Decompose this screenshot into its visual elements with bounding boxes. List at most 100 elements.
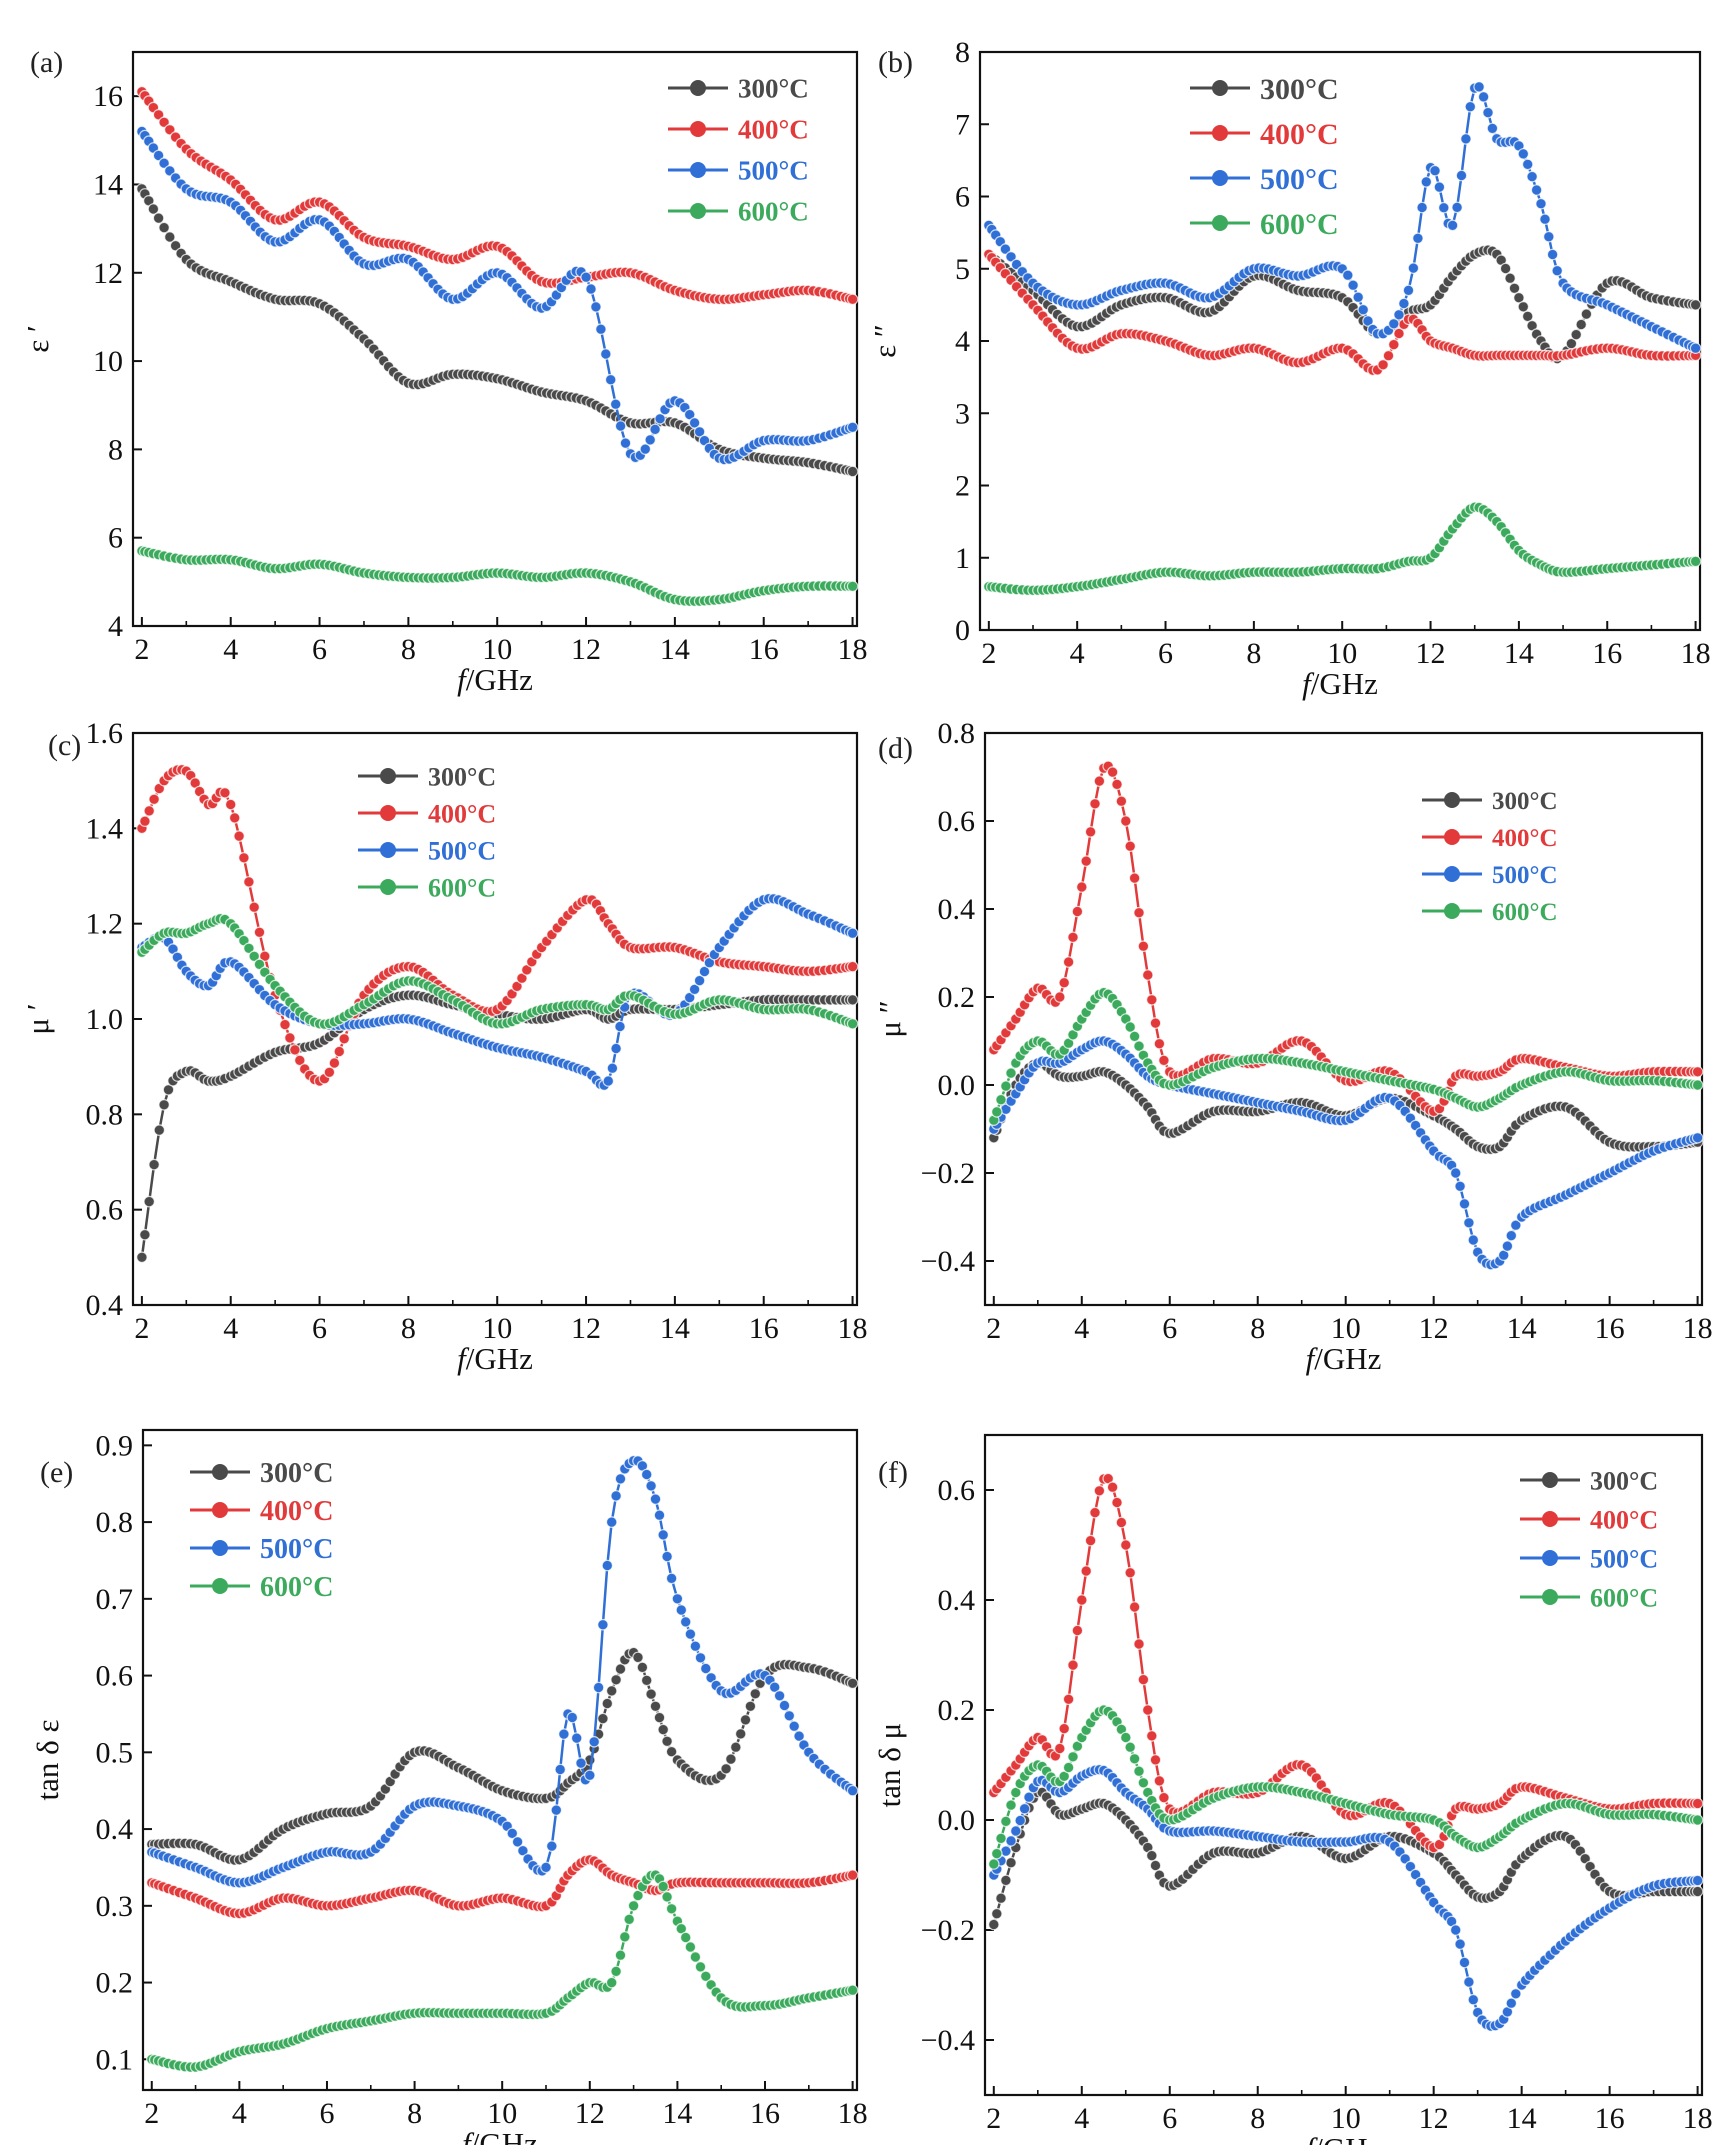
data-point bbox=[1128, 1753, 1141, 1765]
data-point bbox=[1124, 1021, 1136, 1033]
data-point bbox=[1084, 826, 1097, 838]
data-point bbox=[1691, 1885, 1704, 1898]
legend-swatch-marker bbox=[1542, 1589, 1558, 1605]
data-point bbox=[1473, 81, 1485, 93]
data-point bbox=[1539, 213, 1551, 225]
chart-panel-5: (e)2 4 6 8 10 12 14 16 180.10.20.30.40.50.60.70.… bbox=[30, 1428, 868, 2145]
data-point bbox=[566, 1711, 579, 1724]
data-point bbox=[1120, 1539, 1132, 1551]
x-tick-label: 4 bbox=[1070, 637, 1085, 670]
y-tick-label: 5 bbox=[955, 253, 970, 286]
data-point bbox=[1689, 299, 1702, 311]
data-point bbox=[1093, 775, 1106, 787]
x-tick-label: 14 bbox=[660, 633, 690, 666]
legend-swatch-marker bbox=[1212, 80, 1228, 96]
y-tick-label: 2 bbox=[955, 470, 970, 503]
chart-panel-3: (c)2 4 6 8 10 12 14 16 180.40.60.81.01.21.41.6f/… bbox=[20, 717, 868, 1376]
data-point bbox=[1570, 328, 1582, 341]
legend-swatch-marker bbox=[1212, 215, 1228, 231]
y-tick-label: 0.0 bbox=[938, 1804, 976, 1837]
data-point bbox=[545, 1840, 558, 1852]
data-point bbox=[1463, 1217, 1475, 1229]
series-600degC bbox=[982, 501, 1702, 597]
data-point bbox=[1416, 201, 1428, 214]
data-point bbox=[605, 1976, 618, 1989]
data-point bbox=[614, 1020, 626, 1033]
x-tick-label: 16 bbox=[749, 1312, 779, 1345]
data-point bbox=[1000, 1874, 1012, 1887]
data-point bbox=[846, 293, 859, 306]
data-point bbox=[1062, 1693, 1075, 1706]
plot-frame bbox=[131, 50, 859, 628]
data-point bbox=[1689, 342, 1702, 354]
data-point bbox=[1454, 1180, 1466, 1193]
data-point bbox=[575, 1757, 587, 1769]
data-point bbox=[699, 1662, 712, 1675]
data-point bbox=[1142, 1704, 1154, 1716]
data-point bbox=[540, 1861, 552, 1874]
data-point bbox=[1691, 1874, 1704, 1887]
panel-label: (a) bbox=[30, 46, 63, 79]
legend-label: 300°C bbox=[260, 1458, 333, 1489]
y-tick-label: 3 bbox=[955, 397, 970, 430]
data-point bbox=[1463, 1976, 1475, 1988]
data-point bbox=[1393, 308, 1405, 321]
data-point bbox=[1517, 148, 1530, 160]
y-tick-label: 8 bbox=[108, 433, 123, 466]
data-point bbox=[657, 1529, 669, 1541]
data-point bbox=[1521, 158, 1534, 171]
series-500degC bbox=[136, 892, 859, 1091]
y-tick-label: 0.6 bbox=[86, 1194, 124, 1227]
y-tick-label: 0.4 bbox=[86, 1289, 124, 1322]
data-point bbox=[846, 421, 859, 434]
data-point bbox=[1543, 230, 1555, 243]
data-point bbox=[1067, 1659, 1079, 1671]
x-axis-label: f/GHz bbox=[462, 2126, 538, 2145]
data-point bbox=[783, 1710, 796, 1722]
data-point bbox=[734, 1728, 747, 1740]
y-axis-label: ε ′ bbox=[20, 325, 55, 353]
y-tick-label: 7 bbox=[955, 108, 970, 141]
series-500degC bbox=[136, 125, 859, 466]
legend-label: 400°C bbox=[1260, 118, 1339, 151]
x-tick-label: 18 bbox=[1683, 2102, 1713, 2135]
data-point bbox=[1067, 1751, 1079, 1763]
legend-label: 400°C bbox=[1492, 825, 1558, 852]
data-point bbox=[147, 203, 160, 215]
data-point bbox=[632, 1651, 644, 1664]
data-point bbox=[169, 239, 182, 252]
data-point bbox=[671, 1593, 684, 1605]
data-point bbox=[665, 1903, 678, 1915]
series-400degC bbox=[136, 763, 859, 1087]
data-point bbox=[990, 1106, 1003, 1118]
x-tick-label: 18 bbox=[838, 2097, 868, 2130]
data-point bbox=[1158, 1054, 1170, 1067]
data-point bbox=[1106, 766, 1119, 778]
panel-label: (b) bbox=[878, 46, 913, 79]
data-point bbox=[1153, 1037, 1166, 1050]
data-point bbox=[1504, 272, 1516, 284]
y-tick-label: 1.0 bbox=[86, 1003, 124, 1036]
data-point bbox=[284, 1032, 296, 1044]
data-point bbox=[1093, 1485, 1106, 1497]
data-point bbox=[649, 423, 661, 436]
chart-panel-6: (f)24681012141618−0.4−0.20.00.20.40.6f/G… bbox=[872, 1433, 1713, 2145]
data-point bbox=[846, 960, 859, 973]
x-tick-label: 12 bbox=[571, 1312, 601, 1345]
x-tick-label: 8 bbox=[1250, 2102, 1265, 2135]
data-point bbox=[1000, 1080, 1012, 1092]
legend-swatch-marker bbox=[690, 80, 706, 96]
data-point bbox=[1058, 976, 1070, 989]
data-point bbox=[1438, 201, 1450, 214]
x-tick-label: 8 bbox=[401, 633, 416, 666]
data-point bbox=[1449, 1167, 1462, 1179]
y-tick-label: −0.4 bbox=[921, 1245, 975, 1278]
x-tick-label: 6 bbox=[1158, 637, 1173, 670]
series-500degC bbox=[982, 81, 1702, 354]
data-point bbox=[1691, 1079, 1704, 1091]
legend-swatch-marker bbox=[380, 842, 396, 858]
data-point bbox=[164, 231, 176, 243]
y-tick-label: 8 bbox=[955, 36, 970, 69]
data-point bbox=[1464, 100, 1477, 113]
y-tick-label: 6 bbox=[108, 522, 123, 555]
